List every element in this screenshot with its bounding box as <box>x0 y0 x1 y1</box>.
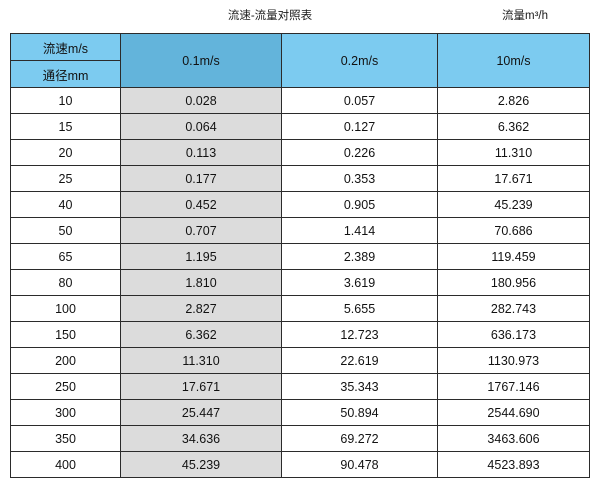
cell-flow-10ms: 2544.690 <box>437 399 590 426</box>
unit-label: 流量m³/h <box>502 10 548 22</box>
corner-header-velocity: 流速m/s <box>10 33 121 61</box>
cell-flow-0-1ms: 0.113 <box>120 139 282 166</box>
cell-flow-0-2ms: 0.057 <box>281 87 438 114</box>
cell-diameter: 100 <box>10 295 121 322</box>
header-row-bottom: 通径mm <box>10 60 590 88</box>
cell-flow-10ms: 1130.973 <box>437 347 590 374</box>
cell-flow-0-2ms: 12.723 <box>281 321 438 348</box>
cell-diameter: 50 <box>10 217 121 244</box>
cell-flow-0-1ms: 6.362 <box>120 321 282 348</box>
cell-flow-0-1ms: 1.195 <box>120 243 282 270</box>
cell-flow-10ms: 3463.606 <box>437 425 590 452</box>
cell-flow-0-1ms: 0.177 <box>120 165 282 192</box>
table-row: 40 0.452 0.905 45.239 <box>10 191 590 218</box>
cell-flow-0-1ms: 17.671 <box>120 373 282 400</box>
cell-flow-0-2ms: 0.226 <box>281 139 438 166</box>
cell-flow-10ms: 70.686 <box>437 217 590 244</box>
cell-flow-10ms: 119.459 <box>437 243 590 270</box>
cell-flow-10ms: 17.671 <box>437 165 590 192</box>
cell-diameter: 15 <box>10 113 121 140</box>
cell-flow-10ms: 45.239 <box>437 191 590 218</box>
page-title: 流速-流量对照表 <box>227 10 313 22</box>
table-row: 20 0.113 0.226 11.310 <box>10 139 590 166</box>
cell-diameter: 20 <box>10 139 121 166</box>
table-header: 流速m/s 0.1m/s 0.2m/s 10m/s 通径mm <box>10 33 590 88</box>
cell-flow-10ms: 2.826 <box>437 87 590 114</box>
table-body: 10 0.028 0.057 2.826 15 0.064 0.127 6.362 20 0.11… <box>10 87 590 478</box>
corner-header-diameter: 通径mm <box>10 60 121 88</box>
caption-strip: 流速-流量对照表 流量m³/h <box>0 0 600 34</box>
cell-diameter: 150 <box>10 321 121 348</box>
cell-flow-0-1ms: 45.239 <box>120 451 282 478</box>
table-row: 65 1.195 2.389 119.459 <box>10 243 590 270</box>
cell-diameter: 10 <box>10 87 121 114</box>
table-row: 50 0.707 1.414 70.686 <box>10 217 590 244</box>
table-row: 250 17.671 35.343 1767.146 <box>10 373 590 400</box>
cell-flow-0-2ms: 90.478 <box>281 451 438 478</box>
flow-table-container: 流速m/s 0.1m/s 0.2m/s 10m/s 通径mm 10 0.028 0.… <box>10 33 590 478</box>
cell-flow-0-2ms: 0.905 <box>281 191 438 218</box>
cell-diameter: 250 <box>10 373 121 400</box>
table-row: 100 2.827 5.655 282.743 <box>10 295 590 322</box>
cell-diameter: 300 <box>10 399 121 426</box>
table-row: 150 6.362 12.723 636.173 <box>10 321 590 348</box>
cell-flow-10ms: 180.956 <box>437 269 590 296</box>
cell-flow-10ms: 282.743 <box>437 295 590 322</box>
header-row-top: 流速m/s 0.1m/s 0.2m/s 10m/s <box>10 33 590 88</box>
cell-flow-0-2ms: 0.127 <box>281 113 438 140</box>
table-row: 25 0.177 0.353 17.671 <box>10 165 590 192</box>
cell-diameter: 350 <box>10 425 121 452</box>
cell-flow-0-2ms: 3.619 <box>281 269 438 296</box>
cell-flow-0-2ms: 22.619 <box>281 347 438 374</box>
cell-flow-0-1ms: 34.636 <box>120 425 282 452</box>
cell-flow-0-1ms: 2.827 <box>120 295 282 322</box>
cell-flow-10ms: 6.362 <box>437 113 590 140</box>
cell-flow-0-1ms: 25.447 <box>120 399 282 426</box>
cell-diameter: 40 <box>10 191 121 218</box>
cell-diameter: 400 <box>10 451 121 478</box>
cell-flow-10ms: 636.173 <box>437 321 590 348</box>
cell-flow-0-2ms: 2.389 <box>281 243 438 270</box>
cell-flow-10ms: 1767.146 <box>437 373 590 400</box>
flow-velocity-table: 流速m/s 0.1m/s 0.2m/s 10m/s 通径mm 10 0.028 0.… <box>10 33 590 478</box>
column-header-0-2ms[interactable]: 0.2m/s <box>281 33 438 88</box>
cell-diameter: 65 <box>10 243 121 270</box>
cell-flow-0-1ms: 0.064 <box>120 113 282 140</box>
cell-flow-0-2ms: 1.414 <box>281 217 438 244</box>
table-row: 15 0.064 0.127 6.362 <box>10 113 590 140</box>
cell-flow-0-2ms: 35.343 <box>281 373 438 400</box>
cell-diameter: 80 <box>10 269 121 296</box>
cell-diameter: 25 <box>10 165 121 192</box>
table-row: 80 1.810 3.619 180.956 <box>10 269 590 296</box>
cell-flow-0-1ms: 1.810 <box>120 269 282 296</box>
cell-diameter: 200 <box>10 347 121 374</box>
table-row: 300 25.447 50.894 2544.690 <box>10 399 590 426</box>
cell-flow-0-1ms: 11.310 <box>120 347 282 374</box>
cell-flow-0-1ms: 0.028 <box>120 87 282 114</box>
cell-flow-10ms: 11.310 <box>437 139 590 166</box>
cell-flow-10ms: 4523.893 <box>437 451 590 478</box>
table-row: 10 0.028 0.057 2.826 <box>10 87 590 114</box>
table-row: 350 34.636 69.272 3463.606 <box>10 425 590 452</box>
table-row: 200 11.310 22.619 1130.973 <box>10 347 590 374</box>
cell-flow-0-2ms: 69.272 <box>281 425 438 452</box>
cell-flow-0-1ms: 0.707 <box>120 217 282 244</box>
cell-flow-0-2ms: 5.655 <box>281 295 438 322</box>
cell-flow-0-1ms: 0.452 <box>120 191 282 218</box>
column-header-0-1ms[interactable]: 0.1m/s <box>120 33 282 88</box>
table-row: 400 45.239 90.478 4523.893 <box>10 451 590 478</box>
cell-flow-0-2ms: 50.894 <box>281 399 438 426</box>
cell-flow-0-2ms: 0.353 <box>281 165 438 192</box>
column-header-10ms[interactable]: 10m/s <box>437 33 590 88</box>
